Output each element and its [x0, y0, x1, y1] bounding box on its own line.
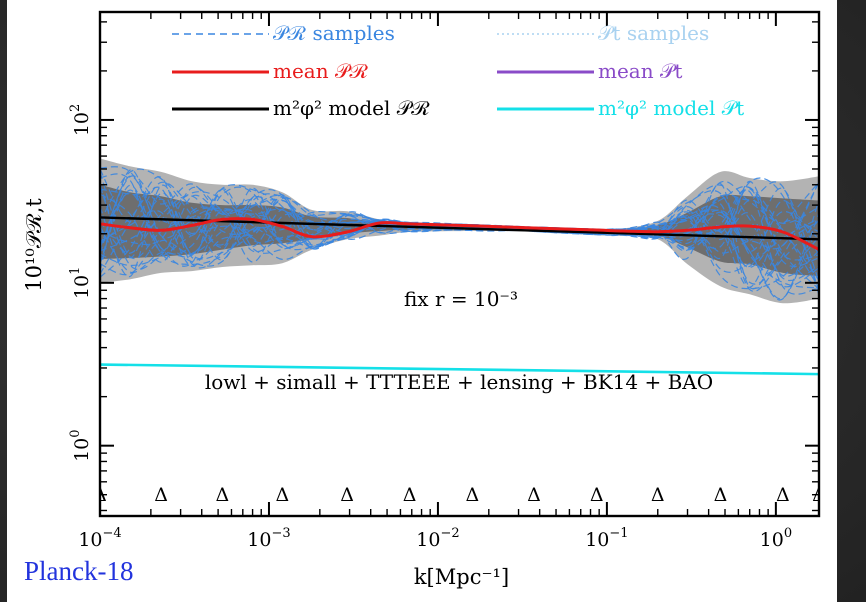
plot-frame: [98, 10, 821, 518]
knot-marker: Δ: [776, 484, 790, 506]
x-axis-label: k[Mpc⁻¹]: [414, 565, 509, 589]
knot-marker: Δ: [466, 484, 480, 506]
sample-curve-R: [100, 195, 819, 273]
x-tick-label: 10−4: [78, 526, 121, 551]
sample-curve-R: [100, 177, 819, 291]
model-Pt-line: [100, 363, 819, 376]
knot-marker: Δ: [527, 484, 541, 506]
x-tick-label: 10−2: [416, 526, 459, 551]
sample-curve-R: [100, 181, 819, 296]
y-axis-label: 10¹⁰𝒫ℛ,t: [22, 198, 46, 292]
knot-marker: Δ: [340, 484, 354, 506]
sample-curve-R: [100, 166, 819, 281]
mean-PR-line: [100, 217, 819, 251]
axis-ticks: [99, 12, 819, 516]
knot-marker: Δ: [651, 484, 665, 506]
sample-curve-R: [100, 168, 819, 288]
legend-label-4: m²φ² model 𝒫ℛ: [273, 96, 430, 120]
sample-curve-R: [100, 180, 819, 267]
knot-marker: Δ: [403, 484, 417, 506]
y-tick-label: 101: [68, 267, 93, 299]
x-tick-label: 100: [760, 526, 792, 551]
x-tick-label: 10−3: [247, 526, 290, 551]
figure-panel: Δ Δ Δ Δ Δ Δ Δ Δ Δ Δ Δ Δ Δ 10−4 10−3 10−2 10−1 100 100 101 10…: [7, 0, 837, 602]
legend-label-5: m²φ² model 𝒫t: [598, 96, 744, 120]
legend-label-3: mean 𝒫t: [598, 59, 682, 83]
watermark-label: Planck-18: [24, 556, 134, 586]
inner-credible-band: [100, 184, 819, 277]
legend: 𝒫ℛ samples 𝒫t samples mean 𝒫ℛ mean 𝒫t m²φ² m…: [172, 21, 744, 120]
sample-curve-R: [100, 168, 819, 290]
sample-curve-R: [100, 176, 819, 290]
y-tick-label: 102: [68, 104, 93, 136]
x-tick-label: 10−1: [585, 526, 628, 551]
fix-r-annotation: fix r = 10⁻³: [404, 287, 518, 311]
knot-marker: Δ: [275, 484, 289, 506]
y-tick-label: 100: [68, 429, 93, 461]
knot-marker: Δ: [714, 484, 728, 506]
legend-label-2: mean 𝒫ℛ: [273, 59, 368, 83]
chart: Δ Δ Δ Δ Δ Δ Δ Δ Δ Δ Δ Δ Δ10−4 10−3 10−2 10−1 10010010110…: [22, 10, 821, 589]
legend-label-1: 𝒫t samples: [598, 21, 709, 45]
dataset-label: lowl + simall + TTTEEE + lensing + BK14 …: [205, 370, 713, 394]
knot-marker: Δ: [216, 484, 230, 506]
sample-curve-R: [100, 175, 819, 267]
legend-label-0: 𝒫ℛ samples: [273, 21, 395, 45]
knot-marker: Δ: [154, 484, 168, 506]
sample-curve-R: [100, 175, 819, 254]
knot-marker: Δ: [590, 484, 604, 506]
sample-curve-R: [100, 184, 819, 277]
sample-curve-R: [100, 169, 819, 289]
